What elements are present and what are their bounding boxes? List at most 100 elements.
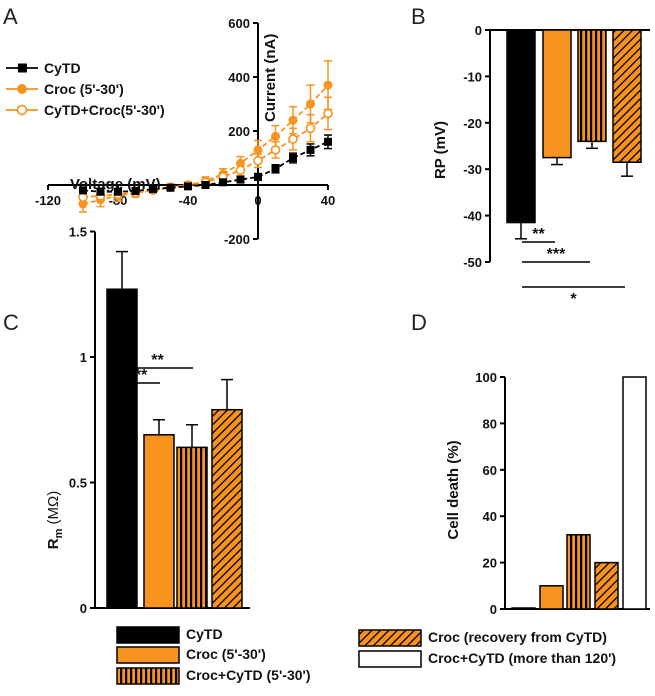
legend-label: Croc (5'-30')	[44, 81, 124, 97]
bar	[143, 434, 175, 609]
panel-label-d: D	[411, 310, 427, 335]
data-point	[288, 134, 298, 144]
y-tick-label: 400	[228, 70, 250, 85]
y-tick-label: 600	[228, 16, 250, 31]
significance-mark: ***	[547, 246, 566, 263]
bar	[594, 561, 619, 610]
data-point	[149, 185, 157, 194]
data-point	[184, 182, 192, 191]
legend-label: Croc+CyTD (5'-30')	[186, 667, 311, 683]
bar	[106, 288, 138, 609]
legend-label: CyTD	[44, 60, 81, 76]
x-tick-label: -40	[179, 193, 198, 208]
data-point	[201, 181, 210, 189]
data-point	[219, 178, 227, 187]
x-tick-label: -120	[35, 193, 61, 208]
data-point	[289, 154, 297, 162]
x-tick-label: 0	[254, 193, 261, 208]
y-axis-label: Cell death (%)	[445, 440, 462, 539]
y-tick-label: 20	[483, 556, 497, 571]
legend-swatch	[116, 646, 180, 664]
y-axis-label: Current (nA)	[262, 34, 279, 122]
y-tick-label: -200	[224, 232, 250, 247]
y-tick-label: 100	[475, 370, 497, 385]
chart-d-cell-death: 0 20 40 60 80 100 Cell death (%)	[445, 370, 650, 617]
legend-marker	[16, 104, 28, 116]
bar	[506, 29, 536, 224]
data-point	[271, 164, 280, 173]
y-tick-label: -50	[463, 255, 482, 270]
data-point	[305, 123, 316, 134]
significance-mark: *	[570, 291, 577, 308]
chart-c-membrane-resistance: 0 0.5 1 1.5 Rm (MΩ) ****	[45, 225, 250, 616]
x-tick-label: 40	[321, 193, 335, 208]
bar	[539, 585, 564, 610]
y-tick-label: 0	[80, 601, 87, 616]
data-point	[324, 137, 332, 146]
y-tick-label: 1	[80, 350, 87, 365]
data-point	[323, 108, 333, 119]
legend-swatch	[116, 626, 180, 644]
y-tick-label: 0	[490, 602, 497, 617]
bar-legend: CyTD Croc (5'-30') Croc+CyTD (5'-30') Croc …	[116, 626, 616, 685]
data-point	[236, 175, 245, 184]
data-point	[323, 80, 333, 90]
data-point	[235, 165, 246, 175]
data-point	[166, 183, 175, 192]
panel-label-b: B	[411, 4, 426, 29]
data-point	[306, 99, 315, 109]
legend-label: Croc (5'-30')	[186, 646, 266, 662]
data-point	[254, 172, 262, 181]
bar	[542, 29, 572, 159]
legend-label: CyTD	[186, 626, 223, 642]
data-point	[253, 155, 263, 166]
data-point	[236, 158, 245, 168]
data-point	[288, 115, 298, 125]
y-tick-label: -30	[463, 162, 482, 177]
bar	[612, 29, 642, 163]
bar	[566, 534, 591, 610]
y-tick-label: 1.5	[69, 225, 87, 240]
legend-swatch	[358, 650, 422, 668]
legend-label: CyTD+Croc(5'-30')	[44, 102, 165, 118]
y-tick-label: 40	[483, 509, 497, 524]
legend-marker	[18, 63, 27, 73]
bar	[511, 607, 536, 610]
data-point	[271, 131, 280, 141]
significance-mark: **	[532, 226, 545, 243]
y-tick-label: 0	[475, 23, 482, 38]
bar	[577, 29, 607, 143]
y-axis-label: RP (mV)	[432, 121, 449, 179]
y-tick-label: -40	[463, 209, 482, 224]
legend-label: Croc (recovery from CyTD)	[428, 629, 607, 645]
data-point	[114, 187, 122, 196]
y-tick-label: 200	[228, 124, 250, 139]
significance-mark: **	[151, 352, 164, 369]
y-tick-label: 60	[483, 463, 497, 478]
data-point	[96, 187, 105, 196]
y-tick-label: 80	[483, 416, 497, 431]
data-point	[78, 199, 88, 209]
legend-swatch	[358, 629, 422, 647]
data-point	[79, 186, 87, 195]
panel-label-c: C	[3, 310, 19, 335]
bar	[176, 446, 208, 609]
bar	[622, 376, 647, 610]
y-tick-label: -20	[463, 116, 482, 131]
legend-label: Croc+CyTD (more than 120')	[428, 650, 616, 666]
legend-swatch	[116, 667, 180, 685]
data-point	[270, 145, 281, 155]
data-point	[131, 186, 140, 195]
y-tick-label: 0.5	[69, 476, 87, 491]
significance-mark: **	[135, 367, 148, 384]
bar	[211, 408, 243, 609]
panel-label-a: A	[3, 4, 18, 29]
y-axis-label: Rm (MΩ)	[45, 491, 65, 550]
data-point	[306, 145, 315, 154]
data-point	[253, 145, 263, 155]
y-tick-label: -10	[463, 69, 482, 84]
legend-marker	[17, 84, 27, 94]
